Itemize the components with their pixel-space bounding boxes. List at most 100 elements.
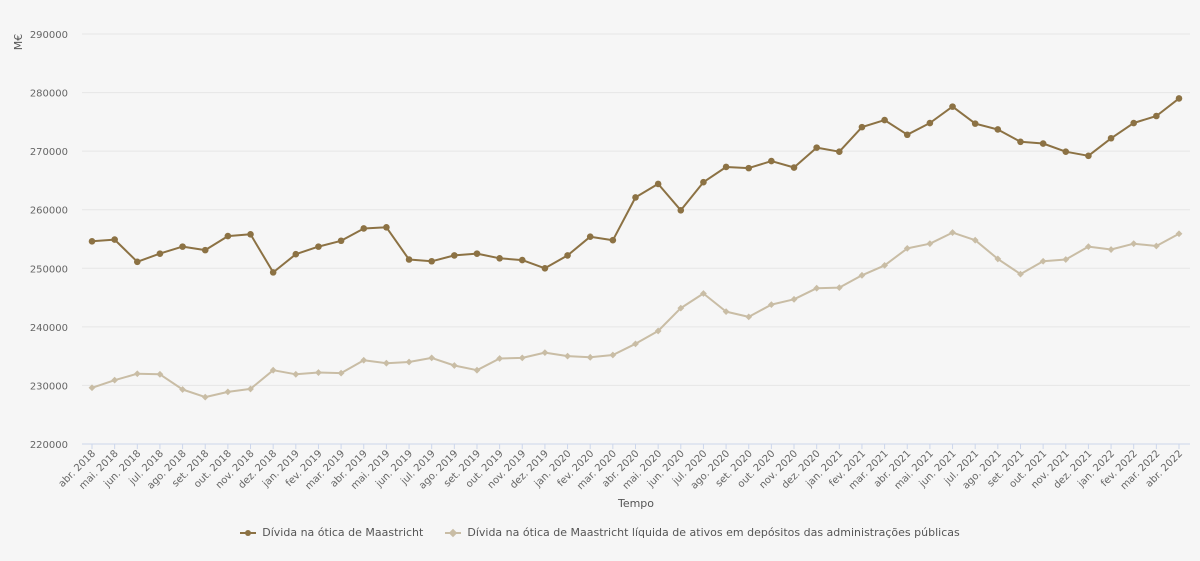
data-point[interactable]	[586, 353, 594, 361]
data-point[interactable]	[224, 388, 232, 396]
data-point[interactable]	[813, 284, 821, 292]
data-point[interactable]	[405, 256, 413, 263]
data-point[interactable]	[903, 244, 911, 252]
data-point[interactable]	[994, 255, 1002, 263]
data-point[interactable]	[609, 351, 617, 359]
data-point[interactable]	[1085, 152, 1092, 160]
data-point[interactable]	[156, 250, 164, 257]
data-point[interactable]	[1039, 257, 1047, 265]
data-point[interactable]	[768, 157, 775, 165]
data-point[interactable]	[858, 271, 866, 279]
data-point[interactable]	[541, 349, 549, 357]
data-point[interactable]	[564, 352, 571, 360]
data-point[interactable]	[1130, 119, 1138, 127]
data-point[interactable]	[1107, 134, 1115, 142]
data-point[interactable]	[1085, 243, 1092, 251]
data-point[interactable]	[564, 252, 571, 259]
data-point[interactable]	[1175, 230, 1183, 238]
data-point[interactable]	[1153, 112, 1160, 120]
data-point[interactable]	[903, 131, 911, 139]
data-point[interactable]	[382, 359, 390, 367]
data-point[interactable]	[609, 236, 617, 244]
data-point[interactable]	[383, 223, 390, 231]
data-point[interactable]	[451, 252, 458, 259]
data-point[interactable]	[790, 295, 798, 303]
data-point[interactable]	[224, 232, 232, 240]
data-point[interactable]	[971, 236, 979, 244]
data-point[interactable]	[473, 366, 481, 374]
data-point[interactable]	[496, 255, 503, 262]
data-point[interactable]	[269, 269, 277, 276]
data-point[interactable]	[269, 366, 277, 374]
data-point[interactable]	[179, 243, 186, 250]
data-point[interactable]	[1130, 240, 1138, 248]
data-point[interactable]	[496, 355, 504, 362]
data-point[interactable]	[700, 178, 707, 186]
data-point[interactable]	[586, 233, 594, 240]
data-point[interactable]	[428, 354, 436, 362]
data-point[interactable]	[518, 354, 526, 362]
data-point[interactable]	[450, 362, 458, 369]
data-point[interactable]	[858, 123, 866, 131]
data-point[interactable]	[767, 301, 775, 308]
data-point[interactable]	[949, 229, 956, 236]
data-point[interactable]	[835, 284, 843, 292]
data-point[interactable]	[677, 207, 685, 214]
data-point[interactable]	[518, 256, 526, 264]
data-point[interactable]	[337, 369, 345, 377]
data-point[interactable]	[201, 393, 209, 401]
data-point[interactable]	[315, 243, 322, 250]
data-point[interactable]	[994, 126, 1002, 133]
data-point[interactable]	[926, 240, 934, 248]
data-point[interactable]	[541, 264, 549, 272]
data-point[interactable]	[473, 250, 481, 257]
data-point[interactable]	[881, 116, 888, 124]
data-point[interactable]	[881, 261, 889, 269]
data-point[interactable]	[156, 370, 164, 378]
data-point[interactable]	[654, 327, 662, 335]
data-point[interactable]	[632, 340, 639, 348]
data-point[interactable]	[247, 385, 254, 393]
data-point[interactable]	[1107, 246, 1115, 253]
data-point[interactable]	[700, 290, 707, 297]
data-point[interactable]	[1062, 256, 1070, 263]
data-point[interactable]	[1017, 270, 1024, 278]
data-point[interactable]	[722, 163, 730, 171]
data-point[interactable]	[360, 225, 368, 232]
data-point[interactable]	[836, 148, 843, 156]
data-point[interactable]	[790, 164, 798, 171]
data-point[interactable]	[632, 194, 639, 201]
legend-item-series-2[interactable]: Dívida na ótica de Maastricht líquida de…	[445, 526, 960, 539]
data-point[interactable]	[360, 356, 368, 364]
data-point[interactable]	[337, 237, 345, 245]
data-point[interactable]	[88, 238, 96, 245]
data-point[interactable]	[292, 250, 300, 258]
data-point[interactable]	[745, 164, 753, 172]
data-point[interactable]	[247, 231, 254, 238]
data-point[interactable]	[677, 304, 685, 312]
data-point[interactable]	[745, 313, 753, 321]
data-point[interactable]	[1062, 148, 1070, 156]
data-point[interactable]	[133, 370, 141, 378]
data-point[interactable]	[428, 257, 435, 265]
data-point[interactable]	[971, 120, 979, 127]
data-point[interactable]	[111, 376, 119, 384]
data-point[interactable]	[1039, 140, 1047, 147]
data-point[interactable]	[926, 119, 934, 127]
data-point[interactable]	[722, 308, 730, 316]
data-point[interactable]	[949, 103, 956, 110]
data-point[interactable]	[88, 384, 96, 392]
data-point[interactable]	[315, 369, 322, 376]
data-point[interactable]	[405, 358, 413, 366]
data-point[interactable]	[201, 246, 209, 254]
data-point[interactable]	[1175, 95, 1183, 102]
data-point[interactable]	[1017, 138, 1024, 146]
data-point[interactable]	[292, 370, 300, 378]
data-point[interactable]	[813, 144, 820, 151]
data-point[interactable]	[111, 236, 118, 243]
data-point[interactable]	[179, 386, 186, 393]
data-point[interactable]	[133, 258, 141, 266]
data-point[interactable]	[654, 180, 662, 188]
data-point[interactable]	[1152, 242, 1160, 250]
legend-item-series-1[interactable]: Dívida na ótica de Maastricht	[240, 526, 423, 539]
